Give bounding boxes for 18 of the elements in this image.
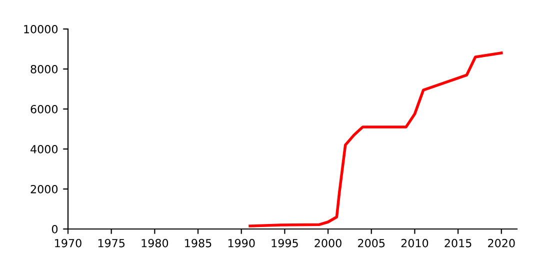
y-tick-label: 0 bbox=[52, 224, 58, 234]
y-tick-label: 2000 bbox=[30, 184, 58, 194]
y-tick-label: 8000 bbox=[30, 64, 58, 74]
x-tick-label: 1990 bbox=[228, 238, 255, 248]
x-tick-label: 2020 bbox=[488, 238, 515, 248]
y-tick-label: 4000 bbox=[30, 144, 58, 154]
x-tick-label: 1995 bbox=[272, 238, 298, 248]
y-tick-label: 6000 bbox=[30, 104, 58, 114]
x-tick-label: 1970 bbox=[55, 238, 82, 248]
x-tick-label: 2005 bbox=[358, 238, 385, 248]
y-tick-label: 10000 bbox=[24, 24, 58, 34]
line-series bbox=[248, 52, 503, 228]
x-tick-label: 1985 bbox=[185, 238, 212, 248]
x-tick-label: 1980 bbox=[142, 238, 168, 248]
x-tick-label: 2000 bbox=[314, 238, 342, 248]
x-tick-label: 1975 bbox=[98, 238, 125, 248]
x-tick-label: 2015 bbox=[444, 238, 472, 248]
x-tick-label: 2010 bbox=[401, 238, 428, 248]
